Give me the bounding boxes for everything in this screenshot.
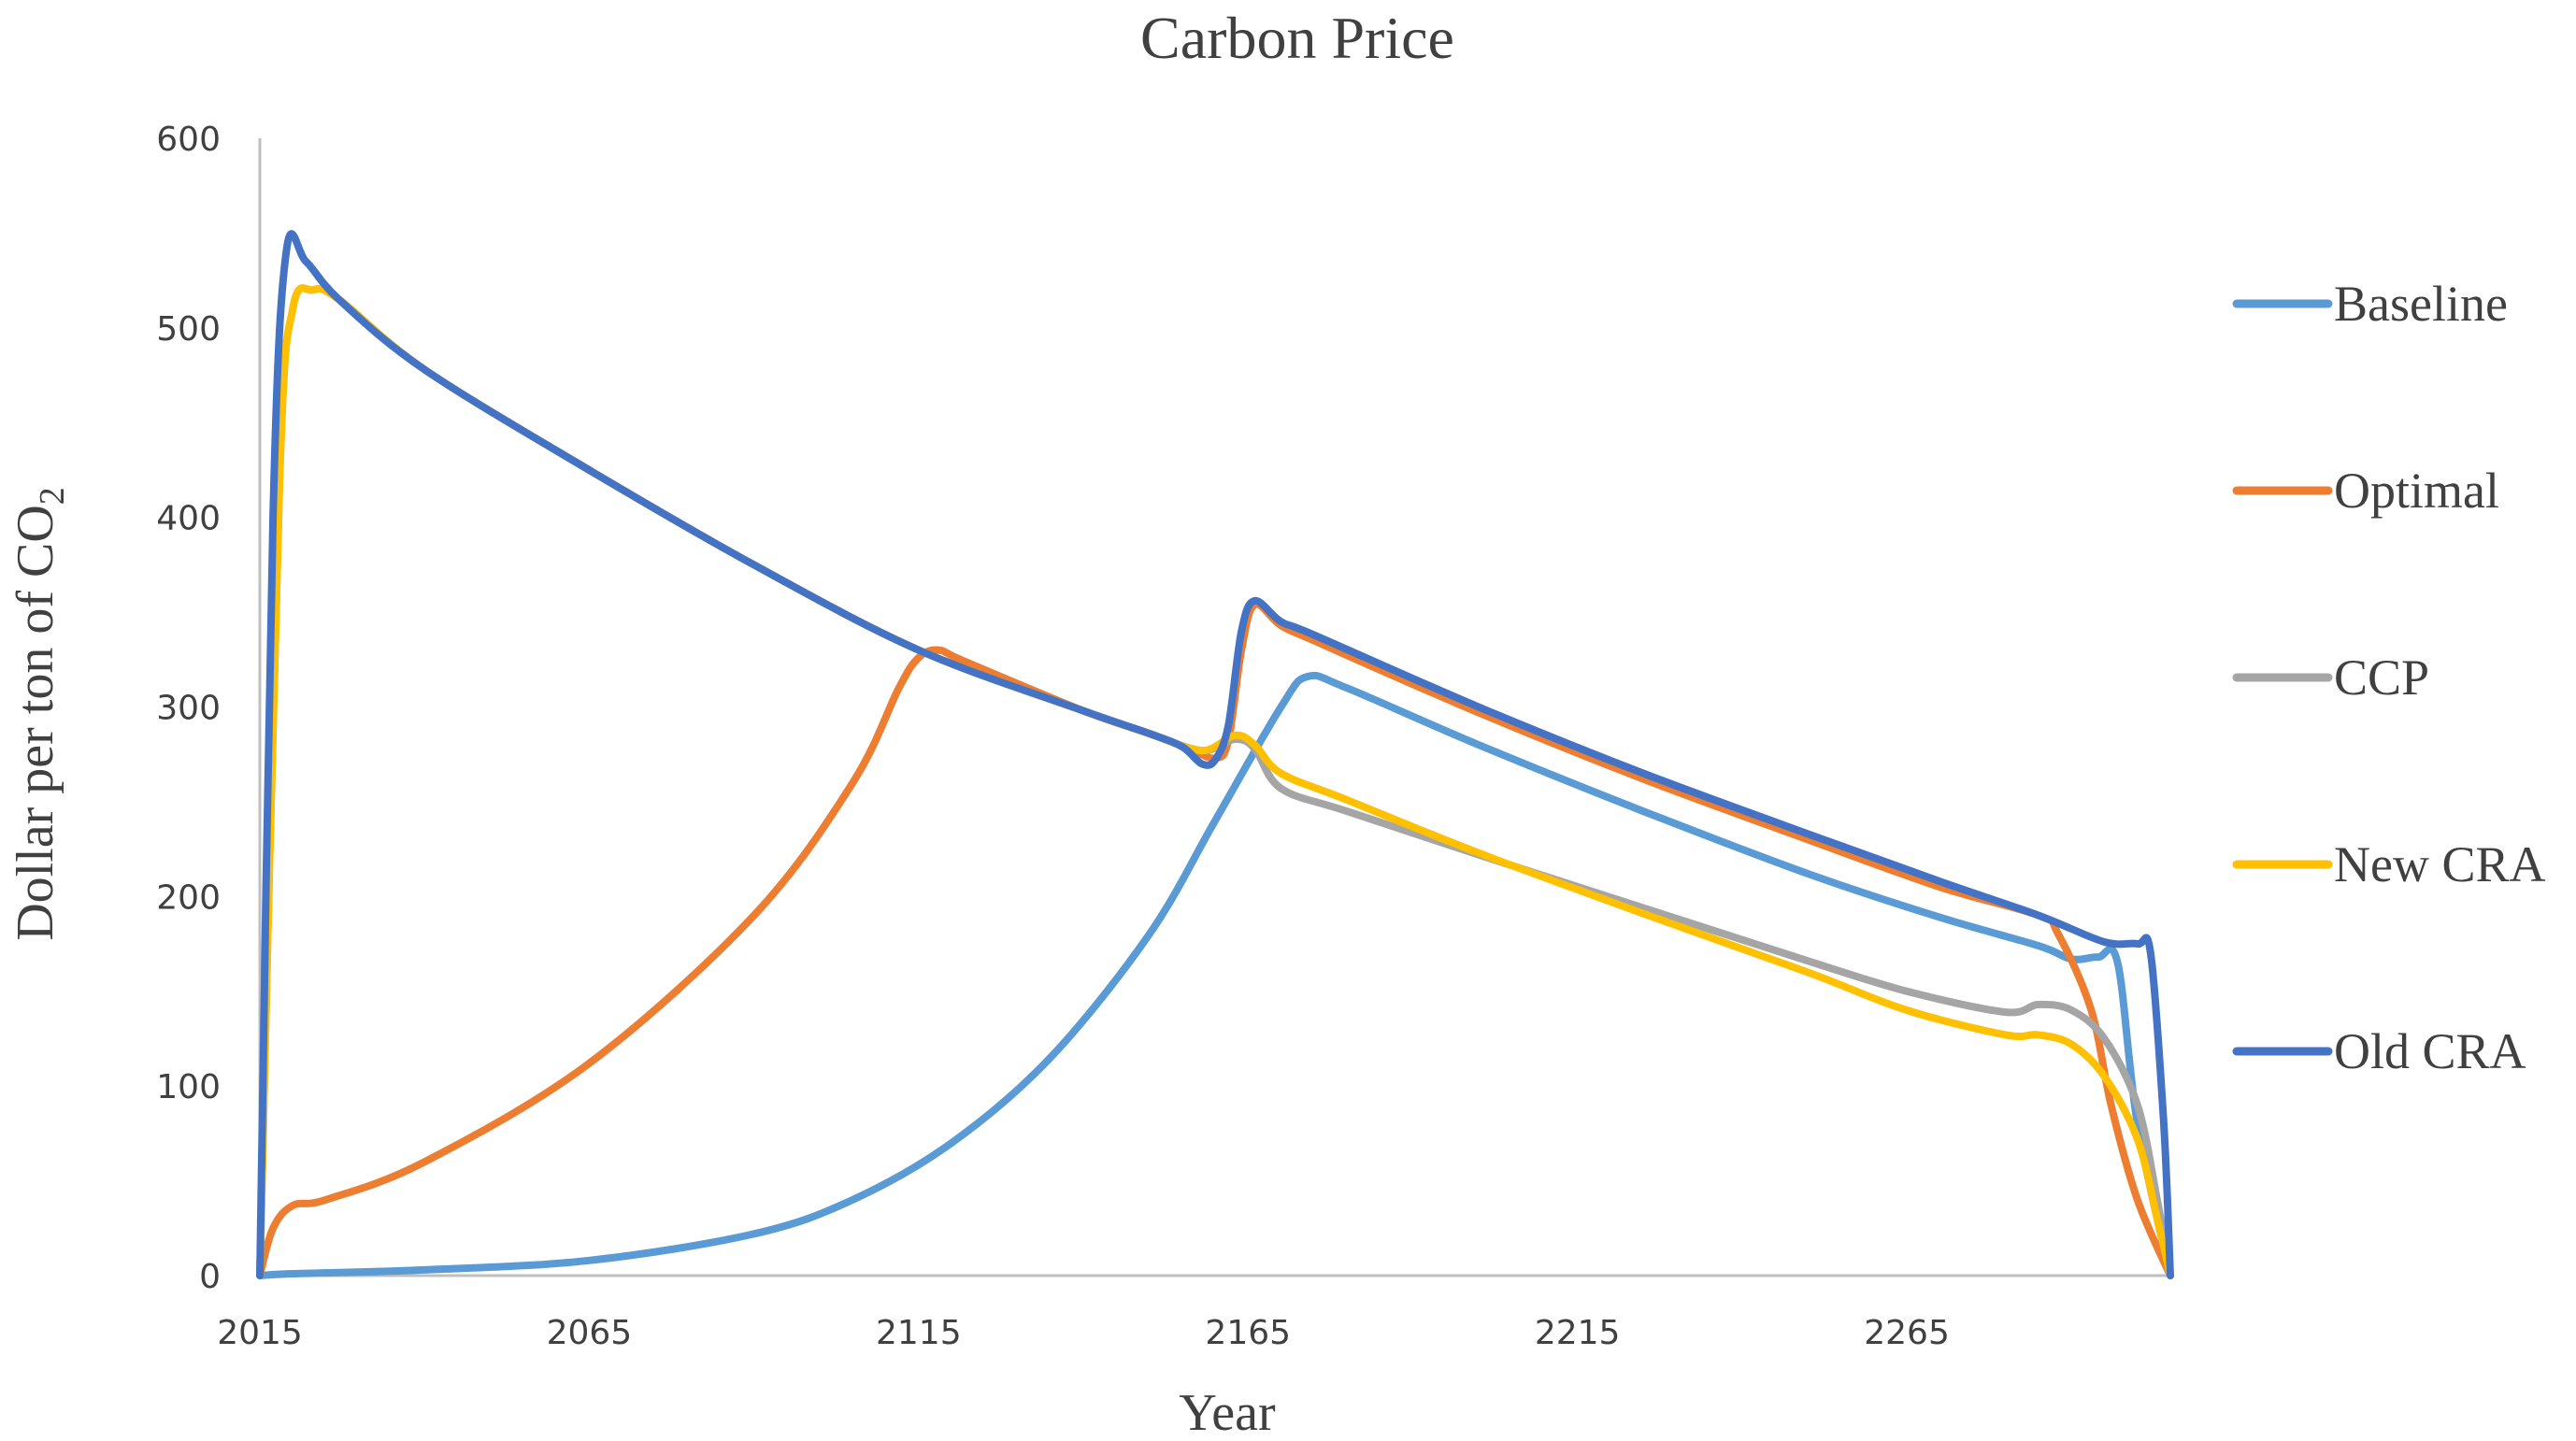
series-layer <box>256 230 2174 1279</box>
chart-title: Carbon Price <box>1140 5 1454 71</box>
y-tick-label: 600 <box>156 121 221 159</box>
x-tick-label: 2165 <box>1205 1314 1291 1352</box>
y-axis-title-subscript: 2 <box>33 487 72 505</box>
series-line-ccp <box>256 284 2174 1279</box>
legend-label-ccp: CCP <box>2334 649 2429 706</box>
x-axis-title: Year <box>1179 1384 1276 1441</box>
legend-label-optimal: Optimal <box>2334 463 2499 519</box>
legend: Baseline Optimal CCP New CRA Old CRA <box>2232 276 2546 1079</box>
x-tick-label: 2265 <box>1864 1314 1950 1352</box>
y-tick-label: 300 <box>156 690 221 728</box>
y-axis-ticks: 0 100 200 300 400 500 600 <box>156 121 221 1296</box>
legend-label-old-cra: Old CRA <box>2334 1023 2526 1079</box>
x-tick-label: 2215 <box>1535 1314 1621 1352</box>
svg-text:Dollar per ton of CO2: Dollar per ton of CO2 <box>7 487 72 941</box>
y-tick-label: 400 <box>156 500 221 538</box>
y-tick-label: 200 <box>156 878 221 917</box>
y-tick-label: 0 <box>199 1258 221 1296</box>
series-line-old-cra <box>256 230 2174 1279</box>
y-tick-label: 500 <box>156 310 221 349</box>
x-tick-label: 2065 <box>547 1314 633 1352</box>
series-line-optimal <box>256 600 2174 1279</box>
y-axis-title: Dollar per ton of CO2 <box>7 487 72 941</box>
y-tick-label: 100 <box>156 1068 221 1106</box>
x-tick-label: 2015 <box>217 1314 303 1352</box>
series-line-new-cra <box>256 284 2174 1279</box>
x-tick-label: 2115 <box>876 1314 962 1352</box>
legend-label-new-cra: New CRA <box>2334 836 2546 892</box>
x-axis-ticks: 2015 2065 2115 2165 2215 2265 <box>217 1314 1950 1352</box>
legend-label-baseline: Baseline <box>2334 276 2508 332</box>
y-axis-title-text: Dollar per ton of CO <box>7 505 64 941</box>
